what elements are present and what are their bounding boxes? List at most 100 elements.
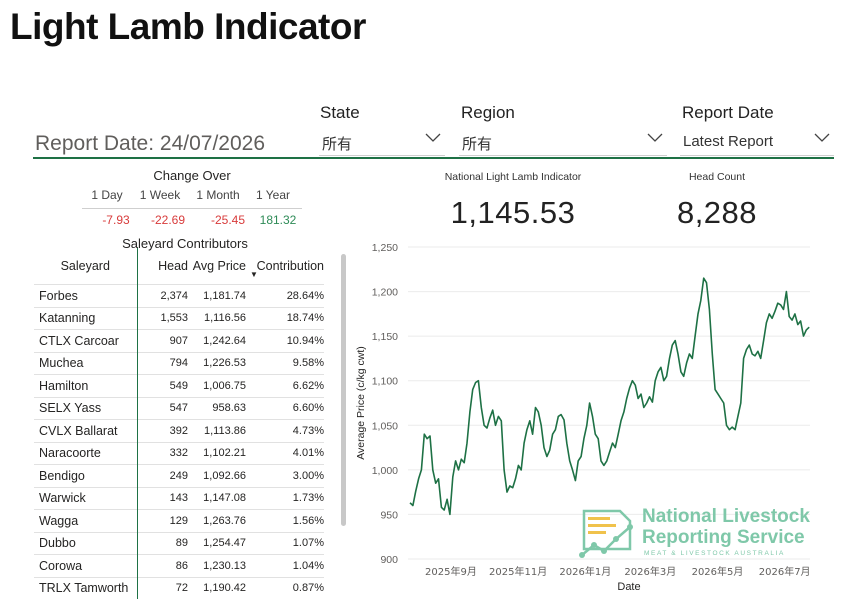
saleyard-name-cell: Warwick [34,486,138,510]
x-tick-label: 2026年3月 [624,565,676,578]
table-row[interactable]: Bendigo 249 1,092.66 3.00% [34,464,324,487]
saleyard-name-cell: Hamilton [34,374,138,397]
table-row[interactable]: Katanning 1,553 1,116.56 18.74% [34,306,324,330]
table-row[interactable]: CTLX Carcoar 907 1,242.64 10.94% [34,329,324,352]
report-date-heading: Report Date: 24/07/2026 [35,132,265,155]
price-series-line [409,277,810,516]
state-dropdown[interactable]: 所有 [319,127,445,156]
chevron-down-icon [647,133,663,142]
head-count-value: 8,288 [676,195,758,230]
y-tick-label: 1,050 [372,420,398,432]
avg-price-cell: 1,116.56 [188,306,246,330]
x-axis-title: Date [617,581,640,593]
region-dropdown[interactable]: 所有 [459,127,667,156]
chevron-down-icon [425,133,441,142]
saleyard-name-cell: TRLX Tamworth [34,576,138,599]
avg-price-cell: 1,102.21 [188,441,246,465]
logo-line-2: Reporting Service [642,527,805,548]
report-date-dropdown[interactable]: Latest Report [680,127,834,156]
head-count-cell: 332 [137,441,188,465]
table-row[interactable]: Forbes 2,374 1,181.74 28.64% [34,284,324,307]
head-count-cell: 129 [137,509,188,532]
saleyard-name-cell: CTLX Carcoar [34,329,138,352]
region-dropdown-value: 所有 [462,136,493,153]
saleyard-name-cell: SELX Yass [34,396,138,420]
contribution-cell: 1.56% [246,509,324,532]
logo-line-1: National Livestock [642,506,810,527]
column-header-avg-price[interactable]: Avg Price [192,259,246,273]
change-over-header: 1 Month [196,188,240,202]
head-count-cell: 86 [137,554,188,577]
column-header-contribution[interactable]: Contribution ▼ [246,248,324,285]
change-over-header: 1 Year [255,188,291,202]
change-over-value: -22.69 [150,213,186,227]
chevron-down-icon [814,133,830,142]
x-tick-label: 2025年11月 [489,565,547,578]
change-over-value: -25.45 [210,213,246,227]
table-row[interactable]: Corowa 86 1,230.13 1.04% [34,554,324,577]
contribution-cell: 4.01% [246,441,324,465]
avg-price-cell: 1,092.66 [188,464,246,487]
column-header-label: Contribution [256,259,324,273]
sort-descending-icon: ▼ [250,270,258,279]
state-dropdown-value: 所有 [322,136,353,153]
saleyard-name-cell: Naracoorte [34,441,138,465]
report-date-dropdown-value: Latest Report [683,133,774,150]
saleyard-name-cell: Forbes [34,284,138,307]
head-count-cell: 1,553 [137,306,188,330]
head-count-cell: 547 [137,396,188,420]
avg-price-cell: 1,230.13 [188,554,246,577]
saleyard-name-cell: Wagga [34,509,138,532]
column-header-head[interactable]: Head [158,259,188,273]
avg-price-cell: 1,263.76 [188,509,246,532]
avg-price-cell: 1,181.74 [188,284,246,307]
head-count-cell: 249 [137,464,188,487]
x-tick-label: 2026年5月 [692,565,744,578]
table-scrollbar[interactable] [341,254,346,526]
contribution-cell: 18.74% [246,306,324,330]
table-row[interactable]: Hamilton 549 1,006.75 6.62% [34,374,324,397]
column-header-saleyard[interactable]: Saleyard [34,248,138,285]
contribution-cell: 4.73% [246,419,324,442]
x-tick-label: 2026年1月 [559,565,611,578]
page-title: Light Lamb Indicator [10,6,366,47]
contribution-cell: 1.07% [246,531,324,555]
head-count-cell: 2,374 [137,284,188,307]
y-tick-label: 1,150 [372,331,398,343]
saleyard-name-cell: Muchea [34,351,138,375]
table-row[interactable]: Warwick 143 1,147.08 1.73% [34,486,324,510]
contribution-cell: 1.73% [246,486,324,510]
head-count-cell: 392 [137,419,188,442]
avg-price-cell: 1,190.42 [188,576,246,599]
table-row[interactable]: Muchea 794 1,226.53 9.58% [34,351,324,375]
change-over-value: -7.93 [102,213,130,227]
table-row[interactable]: SELX Yass 547 958.63 6.60% [34,396,324,420]
head-count-cell: 549 [137,374,188,397]
avg-price-cell: 958.63 [188,396,246,420]
saleyard-name-cell: Bendigo [34,464,138,487]
table-row[interactable]: CVLX Ballarat 392 1,113.86 4.73% [34,419,324,442]
contribution-cell: 3.00% [246,464,324,487]
avg-price-cell: 1,226.53 [188,351,246,375]
table-row[interactable]: Dubbo 89 1,254.47 1.07% [34,531,324,555]
saleyard-table-container: Saleyard Head Avg Price Contribution ▼ F… [34,248,324,599]
y-tick-label: 950 [380,509,398,521]
indicator-label: National Light Lamb Indicator [444,171,582,183]
price-line-chart: 900 950 1,000 1,050 1,100 1,150 1,200 1,250 2025… [355,242,811,593]
avg-price-cell: 1,006.75 [188,374,246,397]
avg-price-cell: 1,242.64 [188,329,246,352]
y-tick-label: 1,000 [372,465,398,477]
y-tick-label: 1,250 [372,242,398,254]
head-count-cell: 794 [137,351,188,375]
y-tick-label: 900 [380,554,398,566]
saleyard-name-cell: Corowa [34,554,138,577]
saleyard-name-cell: Dubbo [34,531,138,555]
table-row[interactable]: Wagga 129 1,263.76 1.56% [34,509,324,532]
avg-price-cell: 1,147.08 [188,486,246,510]
table-row[interactable]: TRLX Tamworth 72 1,190.42 0.87% [34,576,324,599]
region-filter-label: Region [461,103,515,122]
table-row[interactable]: Naracoorte 332 1,102.21 4.01% [34,441,324,465]
contribution-cell: 6.62% [246,374,324,397]
contribution-cell: 28.64% [246,284,324,307]
saleyard-table: Saleyard Head Avg Price Contribution ▼ F… [34,248,324,599]
